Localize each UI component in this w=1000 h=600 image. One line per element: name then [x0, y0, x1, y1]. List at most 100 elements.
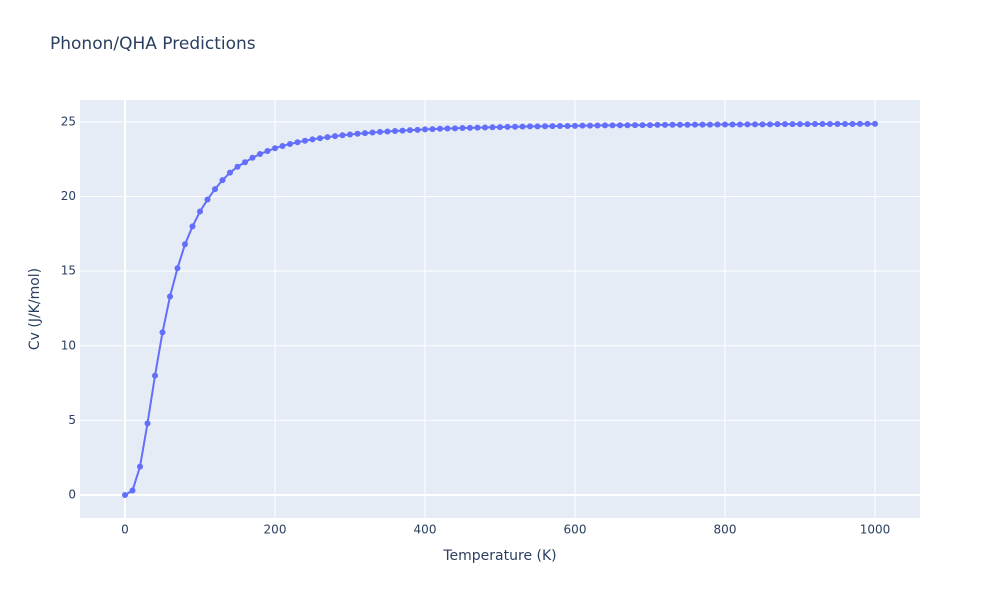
- data-point: [692, 121, 698, 128]
- data-point: [707, 121, 713, 128]
- data-point: [279, 142, 286, 149]
- data-point: [759, 121, 766, 128]
- data-point: [527, 123, 533, 130]
- x-tick-label: 400: [414, 523, 437, 537]
- data-point: [684, 121, 691, 128]
- y-axis-title: Cv (J/K/mol): [27, 268, 43, 350]
- data-point: [414, 126, 421, 133]
- data-point: [264, 148, 271, 155]
- data-point: [429, 126, 436, 133]
- data-point: [152, 372, 158, 379]
- data-point: [497, 124, 503, 131]
- data-point: [609, 122, 616, 129]
- data-point: [482, 124, 488, 131]
- data-point: [669, 121, 676, 128]
- data-point: [864, 120, 871, 127]
- data-point: [542, 123, 548, 130]
- data-point: [602, 122, 608, 129]
- y-tick-label: 20: [61, 189, 76, 203]
- data-point: [782, 121, 788, 128]
- data-point: [347, 131, 353, 138]
- data-point: [287, 141, 293, 148]
- data-point: [534, 123, 541, 130]
- data-point: [752, 121, 758, 128]
- data-point: [189, 223, 196, 230]
- data-point: [354, 130, 361, 137]
- data-point: [242, 159, 248, 166]
- data-point: [227, 169, 233, 176]
- data-point: [249, 154, 256, 161]
- data-point: [182, 241, 188, 248]
- data-point: [369, 129, 376, 136]
- data-point: [159, 329, 166, 336]
- data-point: [407, 127, 413, 134]
- data-point: [872, 120, 878, 127]
- grid: [80, 100, 920, 518]
- data-point: [744, 121, 751, 128]
- data-point: [362, 130, 368, 137]
- data-point: [399, 127, 406, 134]
- data-point: [842, 121, 848, 128]
- data-point: [819, 121, 826, 128]
- data-point: [714, 121, 721, 128]
- marks: [122, 120, 878, 499]
- data-point: [444, 125, 451, 132]
- data-point: [324, 134, 331, 141]
- data-point: [834, 121, 841, 128]
- data-point: [767, 121, 773, 128]
- data-point: [804, 121, 811, 128]
- data-point: [129, 487, 136, 494]
- data-point: [797, 121, 803, 128]
- data-point: [647, 122, 653, 129]
- data-point: [857, 120, 863, 127]
- data-point: [422, 126, 428, 133]
- data-point: [594, 122, 601, 129]
- data-point: [257, 151, 263, 158]
- chart-title: Phonon/QHA Predictions: [50, 34, 256, 54]
- data-point: [639, 122, 646, 129]
- data-point: [137, 463, 143, 470]
- data-point: [632, 122, 638, 129]
- data-point: [212, 186, 218, 193]
- data-point: [737, 121, 743, 128]
- data-point: [512, 123, 518, 130]
- data-point: [617, 122, 623, 129]
- data-point: [144, 420, 151, 427]
- data-point: [654, 121, 661, 128]
- data-point: [437, 125, 443, 132]
- data-point: [204, 196, 211, 203]
- data-point: [459, 125, 466, 132]
- data-point: [489, 124, 496, 131]
- y-tick-label: 0: [68, 488, 76, 502]
- data-point: [722, 121, 728, 128]
- data-point: [467, 124, 473, 131]
- y-tick-label: 5: [68, 413, 76, 427]
- data-point: [332, 133, 338, 140]
- data-point: [339, 132, 346, 139]
- x-tick-label: 600: [564, 523, 587, 537]
- plot-area: [80, 100, 920, 518]
- data-point: [122, 492, 128, 499]
- data-point: [309, 136, 316, 143]
- data-point: [774, 121, 781, 128]
- data-point: [272, 145, 278, 152]
- data-point: [167, 293, 173, 300]
- x-tick-label: 0: [121, 523, 129, 537]
- data-point: [557, 122, 563, 129]
- data-point: [849, 121, 856, 128]
- data-point: [294, 139, 301, 146]
- data-point: [377, 128, 383, 135]
- data-point: [587, 122, 593, 129]
- data-point: [317, 135, 323, 142]
- x-tick-label: 200: [264, 523, 287, 537]
- data-point: [579, 122, 586, 129]
- y-tick-label: 15: [61, 264, 76, 278]
- data-point: [474, 124, 481, 131]
- y-tick-label: 25: [61, 114, 76, 128]
- data-point: [789, 121, 796, 128]
- data-point: [677, 121, 683, 128]
- data-point: [624, 122, 631, 129]
- data-point: [302, 137, 308, 144]
- data-point: [234, 163, 241, 170]
